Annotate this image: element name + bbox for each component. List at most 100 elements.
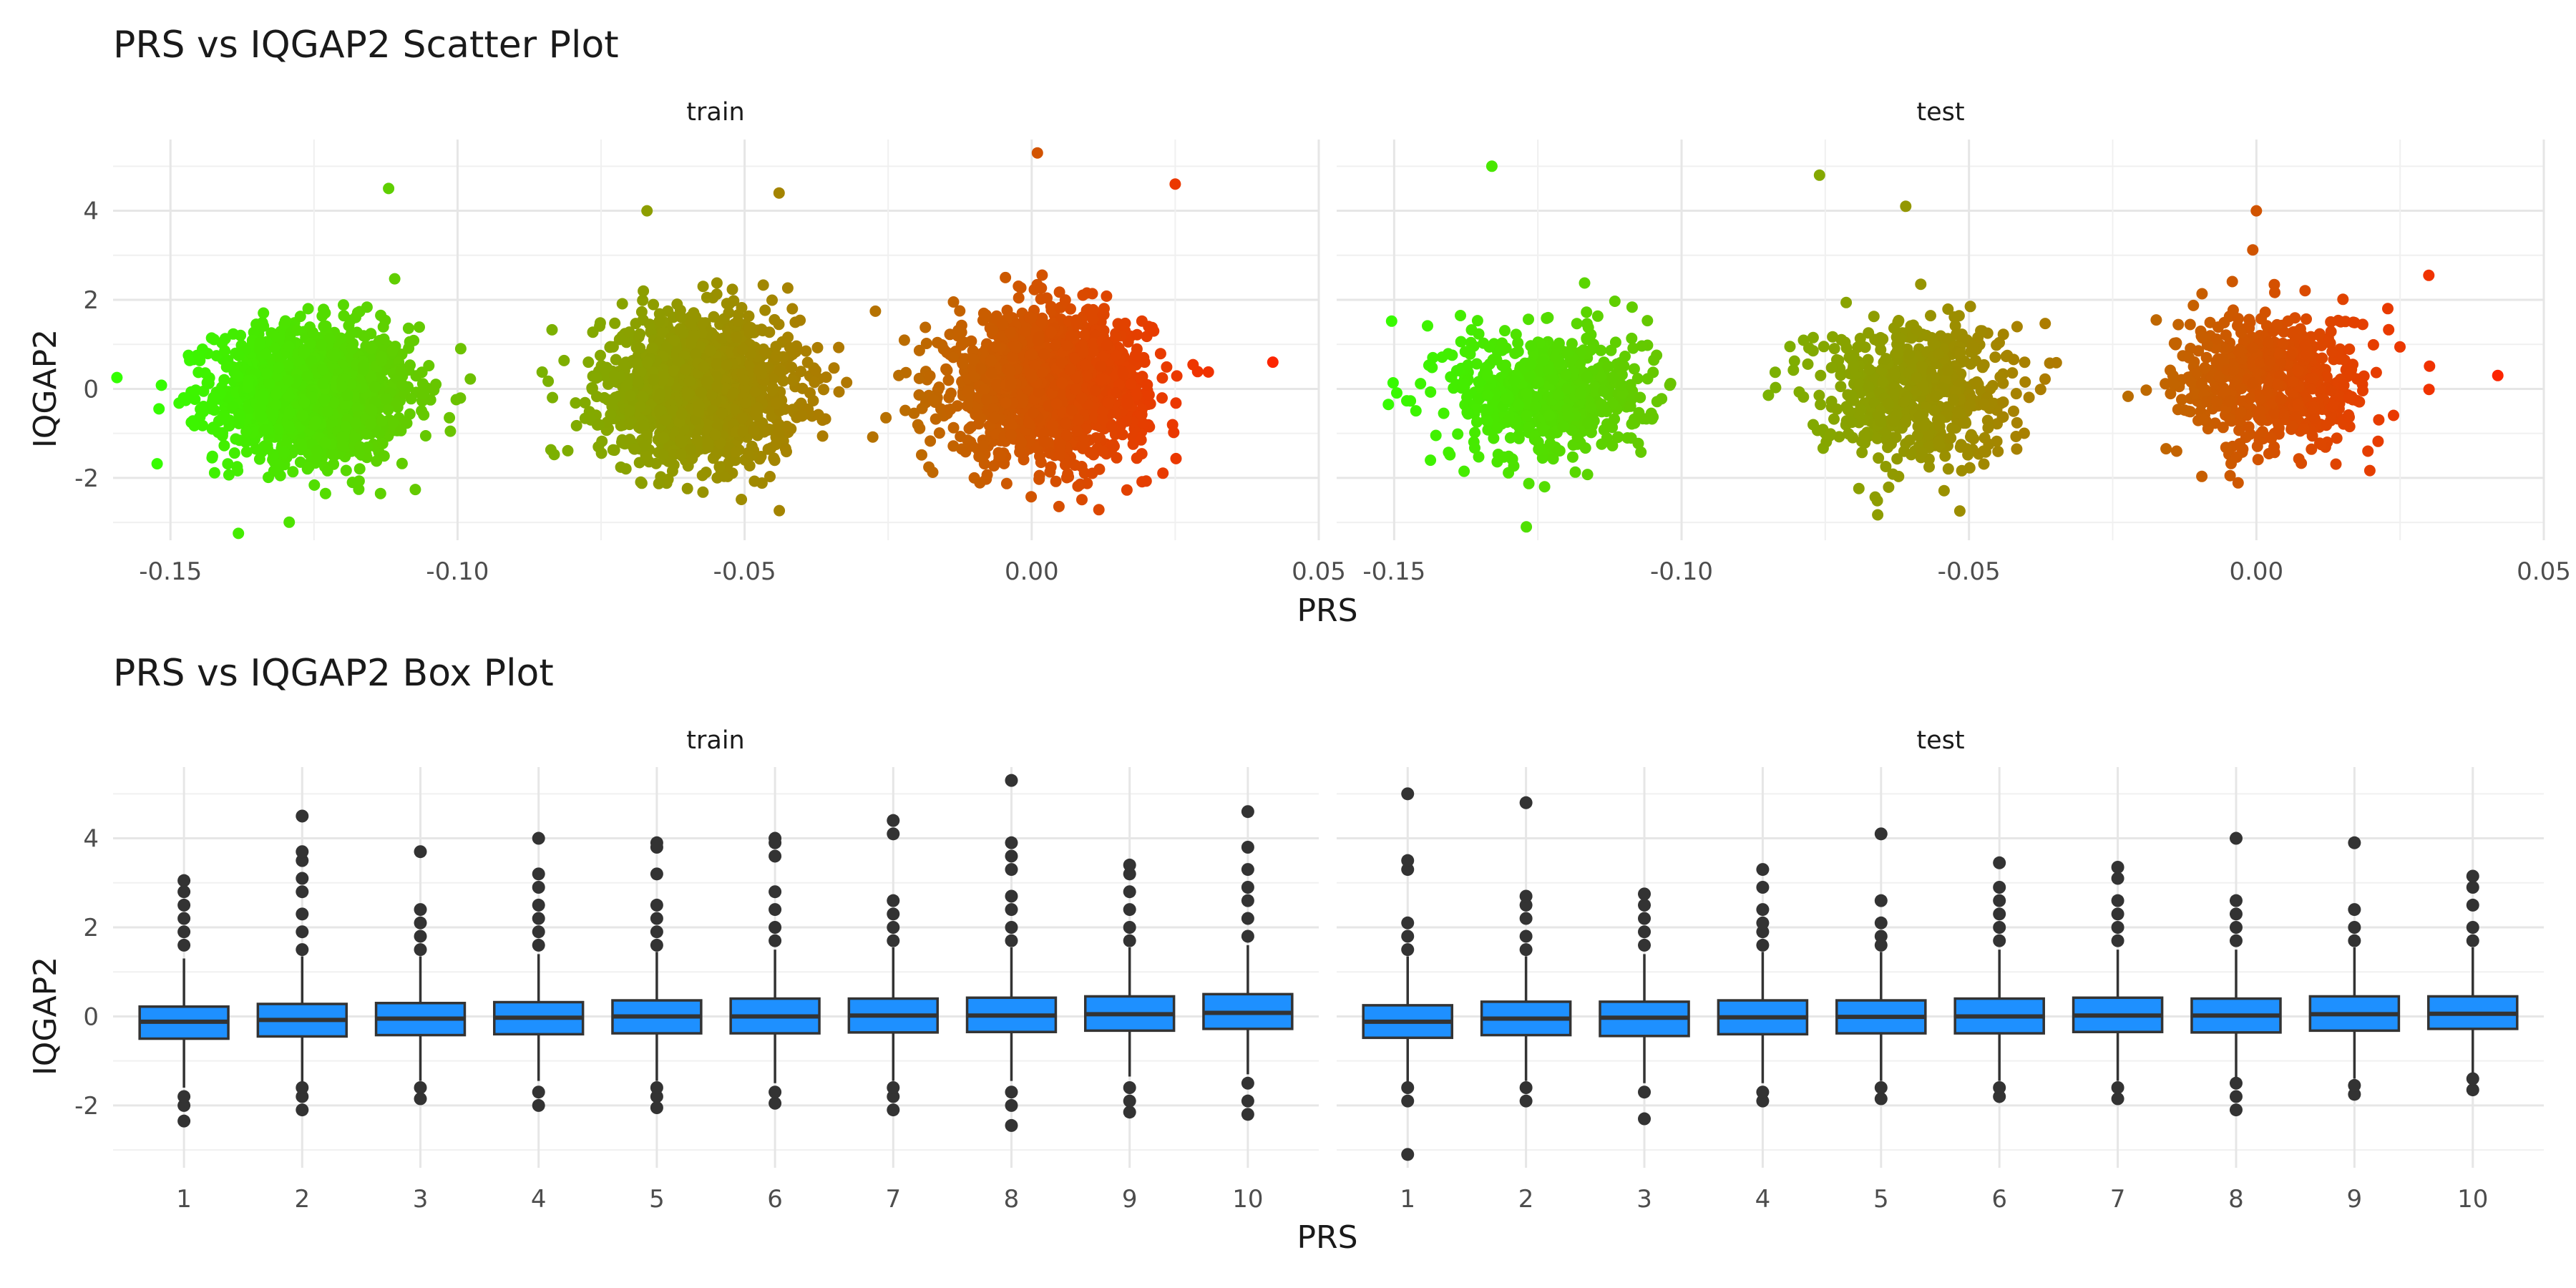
scatter-point <box>430 379 442 391</box>
scatter-point <box>777 375 789 387</box>
scatter-point <box>660 414 672 426</box>
scatter-point <box>353 463 366 475</box>
scatter-point <box>742 447 754 459</box>
scatter-point <box>1101 290 1113 302</box>
scatter-point <box>386 345 399 357</box>
scatter-point <box>270 371 283 383</box>
scatter-point <box>1121 484 1133 496</box>
scatter-point <box>1004 326 1016 338</box>
scatter-point <box>973 451 985 462</box>
scatter-point <box>1110 331 1122 343</box>
scatter-point <box>1442 348 1454 360</box>
scatter-point <box>625 390 636 401</box>
scatter-point <box>731 331 743 343</box>
scatter-point <box>658 370 670 382</box>
scatter-point <box>308 479 321 491</box>
scatter-point <box>898 334 910 346</box>
scatter-point <box>749 386 761 398</box>
scatter-point <box>208 333 220 346</box>
scatter-point <box>155 379 167 391</box>
scatter-point <box>841 376 853 389</box>
scatter-point <box>623 419 635 431</box>
scatter-point <box>359 331 371 343</box>
scatter-point <box>395 365 407 377</box>
scatter-point <box>260 441 273 453</box>
scatter-point <box>1070 384 1082 396</box>
scatter-point <box>721 359 733 371</box>
scatter-point <box>1415 378 1427 390</box>
scatter-point <box>995 449 1007 462</box>
scatter-point <box>328 396 340 409</box>
scatter-point <box>711 381 723 393</box>
scatter-point <box>316 339 328 351</box>
scatter-point <box>542 375 555 387</box>
scatter-point <box>395 424 407 436</box>
scatter-point <box>957 358 969 370</box>
scatter-point <box>282 374 294 386</box>
scatter-point <box>346 327 358 339</box>
scatter-point <box>1121 398 1133 410</box>
scatter-points-train <box>111 147 1279 540</box>
scatter-point <box>781 446 792 458</box>
scatter-point <box>1035 457 1047 469</box>
scatter-point <box>1609 296 1621 307</box>
scatter-point <box>376 437 389 449</box>
scatter-point <box>1038 427 1050 439</box>
scatter-point <box>1430 429 1442 441</box>
scatter-point <box>704 344 716 356</box>
scatter-point <box>1075 392 1088 404</box>
scatter-point <box>153 403 165 415</box>
scatter-point <box>223 469 235 481</box>
scatter-point <box>380 393 392 405</box>
scatter-point <box>1170 397 1182 409</box>
scatter-point <box>268 465 280 477</box>
scatter-point <box>1591 310 1604 322</box>
scatter-point <box>716 407 728 419</box>
scatter-point <box>354 441 366 453</box>
scatter-point <box>1013 292 1025 304</box>
scatter-point <box>1059 294 1071 306</box>
scatter-point <box>1136 315 1148 327</box>
scatter-point <box>769 454 781 467</box>
scatter-point <box>228 447 240 459</box>
scatter-point <box>786 374 799 386</box>
scatter-point <box>1135 434 1147 446</box>
scatter-point <box>786 361 798 374</box>
scatter-point <box>270 399 282 411</box>
scatter-point <box>409 484 421 496</box>
scatter-point <box>1036 366 1048 379</box>
scatter-point <box>1148 325 1160 337</box>
scatter-point <box>675 311 688 323</box>
scatter-point <box>757 279 769 291</box>
scatter-point <box>927 394 940 406</box>
scatter-point <box>767 373 779 385</box>
scatter-point <box>242 375 254 387</box>
scatter-point <box>296 439 308 452</box>
scatter-point <box>1035 282 1048 294</box>
scatter-point <box>1019 326 1031 338</box>
scatter-point <box>189 394 201 405</box>
scatter-point <box>595 447 608 459</box>
scatter-point <box>1005 379 1017 391</box>
scatter-point <box>1061 429 1073 441</box>
scatter-point <box>800 345 812 357</box>
scatter-point <box>322 406 333 418</box>
scatter-point <box>1026 348 1038 361</box>
scatter-point <box>454 343 467 355</box>
scatter-point <box>737 426 749 438</box>
scatter-point <box>1154 348 1166 360</box>
scatter-point <box>1596 438 1608 450</box>
scatter-point <box>1168 426 1180 439</box>
scatter-point <box>387 416 399 429</box>
scatter-point <box>637 294 649 306</box>
scatter-point <box>944 328 956 341</box>
scatter-point <box>1169 178 1181 190</box>
scatter-point <box>194 354 206 366</box>
scatter-point <box>696 469 708 482</box>
scatter-point <box>336 431 348 444</box>
scatter-point <box>683 387 695 399</box>
scatter-point <box>240 426 253 438</box>
scatter-point <box>635 366 647 379</box>
scatter-panel-test: -0.15 -0.10 -0.05 0.00 0.05 <box>1337 140 2571 586</box>
